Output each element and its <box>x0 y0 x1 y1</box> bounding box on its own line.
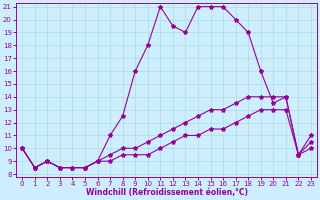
X-axis label: Windchill (Refroidissement éolien,°C): Windchill (Refroidissement éolien,°C) <box>85 188 248 197</box>
